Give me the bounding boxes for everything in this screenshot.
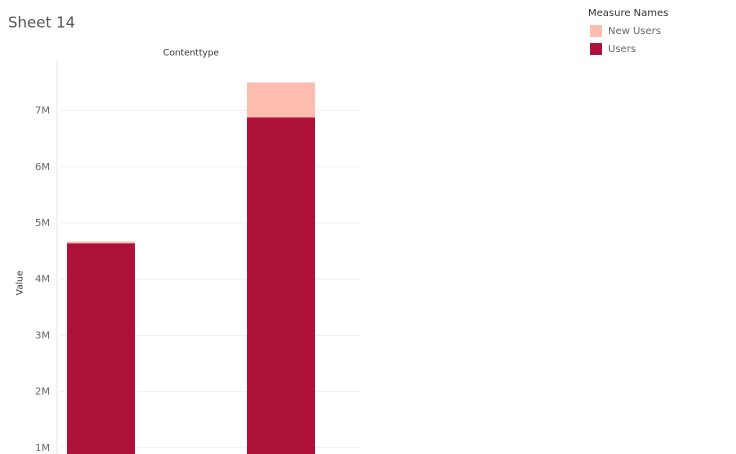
y-axis-label: Value [16, 270, 26, 295]
legend-swatch [590, 43, 602, 55]
chart-title: Sheet 14 [8, 14, 75, 32]
y-tick-label: 7M [35, 106, 50, 117]
bar-segment [247, 117, 315, 454]
bar-segment [67, 241, 135, 244]
bar-segment [247, 82, 315, 118]
legend-title: Measure Names [588, 8, 668, 19]
y-tick-label: 3M [35, 330, 50, 341]
bar-segment [67, 243, 135, 454]
y-tick-label: 2M [35, 387, 50, 398]
legend-label: New Users [608, 26, 661, 37]
y-tick-label: 1M [35, 443, 50, 454]
legend-swatch [590, 25, 602, 37]
y-tick-label: 4M [35, 274, 50, 285]
legend-label: Users [608, 44, 636, 55]
y-tick-label: 6M [35, 162, 50, 173]
y-tick-label: 5M [35, 218, 50, 229]
x-axis-label: Contenttype [163, 49, 219, 59]
